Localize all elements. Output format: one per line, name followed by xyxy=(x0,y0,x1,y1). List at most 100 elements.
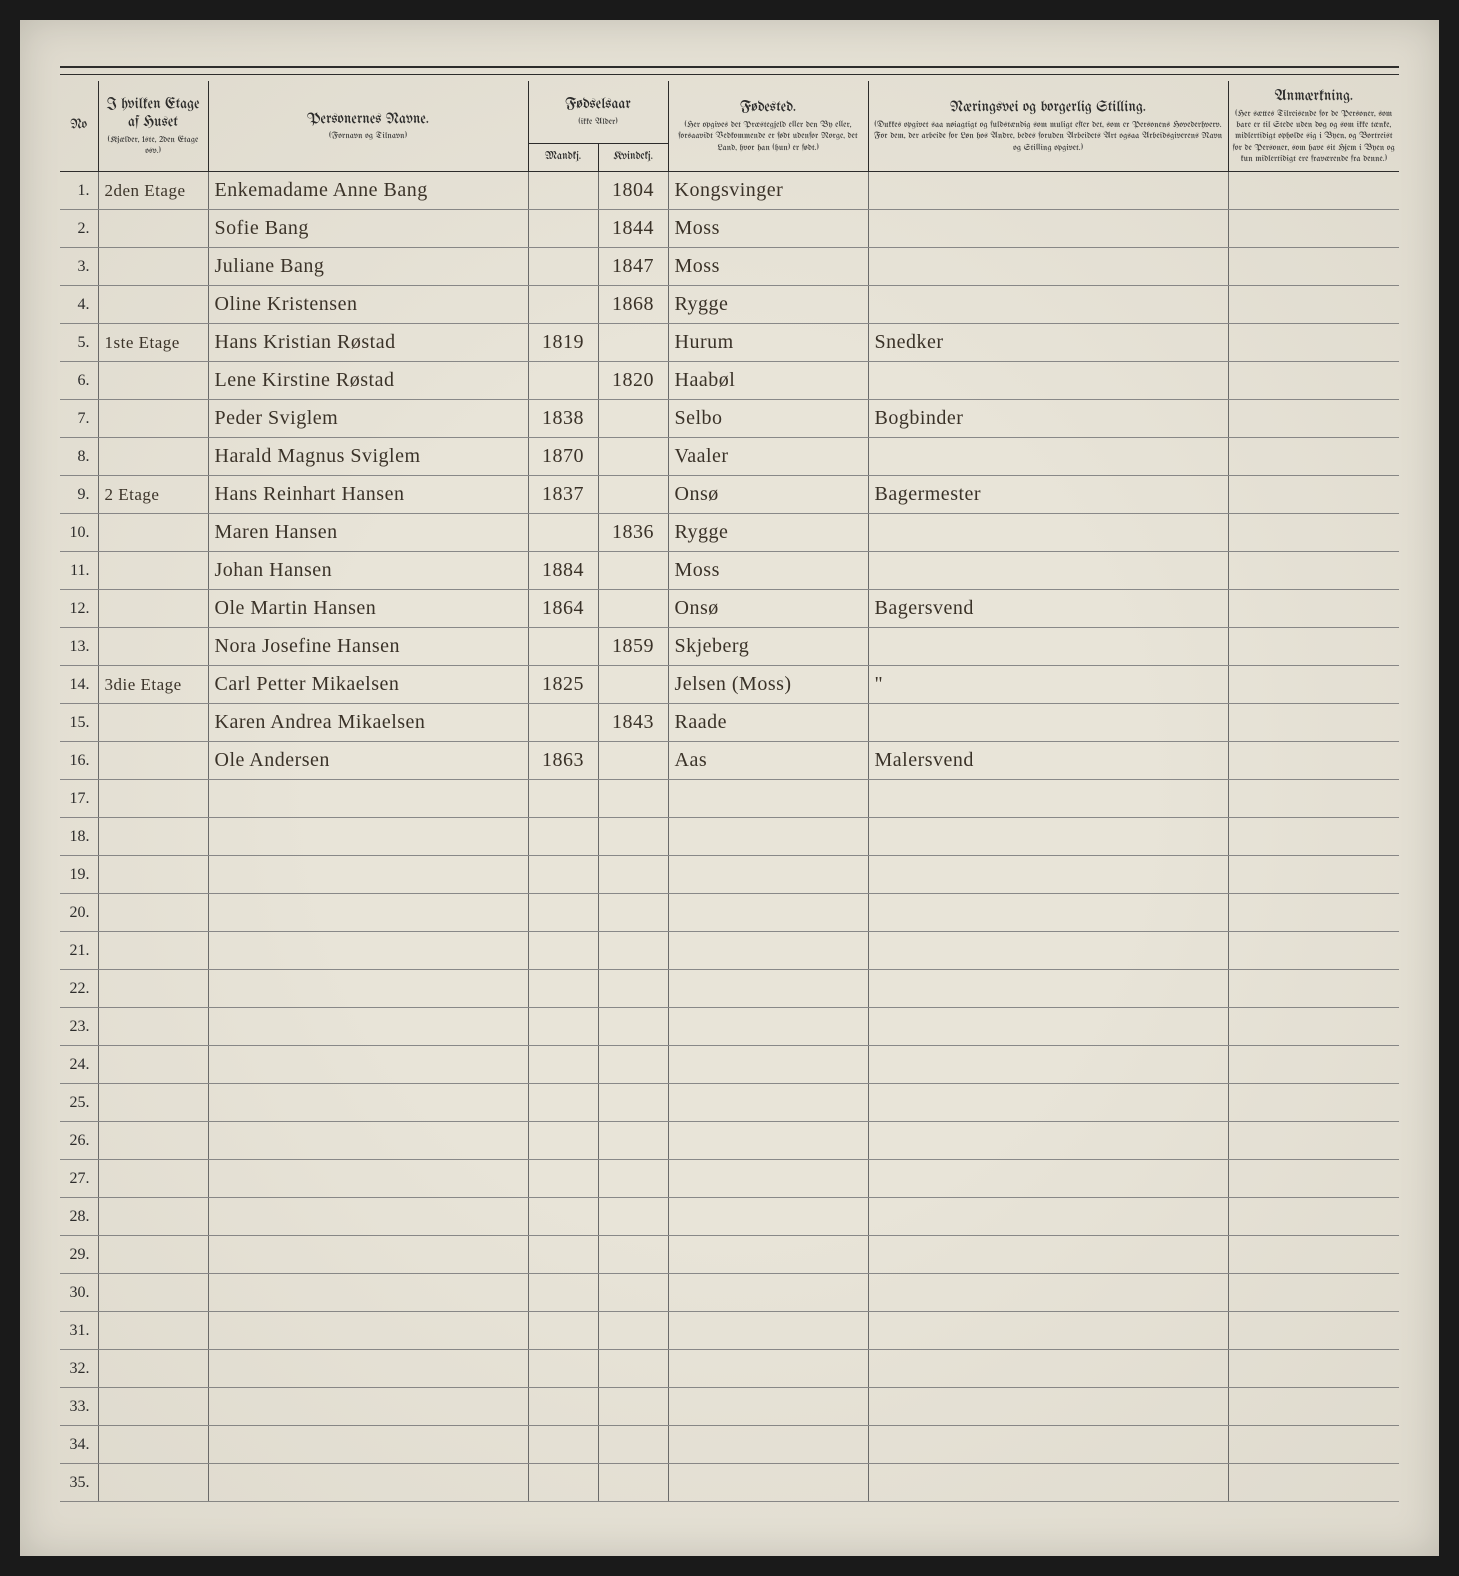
cell-year-male xyxy=(528,932,598,970)
cell-year-male xyxy=(528,1198,598,1236)
table-row: 14.3die EtageCarl Petter Mikaelsen1825Je… xyxy=(60,666,1399,704)
hdr-note-main: Anmærkning. xyxy=(1233,87,1396,106)
cell-etage xyxy=(98,818,208,856)
cell-birthplace xyxy=(668,932,868,970)
cell-person-name xyxy=(208,1350,528,1388)
cell-birthplace xyxy=(668,1008,868,1046)
cell-birthplace: Raade xyxy=(668,704,868,742)
cell-year-male: 1870 xyxy=(528,438,598,476)
cell-etage xyxy=(98,400,208,438)
cell-etage xyxy=(98,286,208,324)
table-row: 5.1ste EtageHans Kristian Røstad1819Huru… xyxy=(60,324,1399,362)
table-row: 6.Lene Kirstine Røstad1820Haabøl xyxy=(60,362,1399,400)
cell-etage xyxy=(98,1084,208,1122)
hdr-birthplace: Fødested. (Her opgives det Præstegjeld e… xyxy=(668,81,868,172)
cell-note xyxy=(1228,666,1399,704)
table-row: 24. xyxy=(60,1046,1399,1084)
cell-note xyxy=(1228,1160,1399,1198)
cell-etage xyxy=(98,438,208,476)
cell-etage xyxy=(98,210,208,248)
top-rule-thin xyxy=(60,74,1399,75)
cell-birthplace xyxy=(668,970,868,1008)
hdr-etage-main: I hvilken Etage af Huset xyxy=(103,95,204,133)
cell-year-female: 1868 xyxy=(598,286,668,324)
cell-year-female xyxy=(598,1160,668,1198)
cell-person-name: Harald Magnus Sviglem xyxy=(208,438,528,476)
cell-occupation xyxy=(868,552,1228,590)
cell-etage xyxy=(98,514,208,552)
cell-year-female xyxy=(598,1084,668,1122)
cell-person-name xyxy=(208,1122,528,1160)
cell-etage: 2 Etage xyxy=(98,476,208,514)
cell-year-female: 1847 xyxy=(598,248,668,286)
cell-etage xyxy=(98,552,208,590)
table-row: 11.Johan Hansen1884Moss xyxy=(60,552,1399,590)
cell-row-number: 11. xyxy=(60,552,98,590)
cell-person-name: Peder Sviglem xyxy=(208,400,528,438)
cell-row-number: 7. xyxy=(60,400,98,438)
cell-year-female xyxy=(598,818,668,856)
cell-occupation xyxy=(868,1198,1228,1236)
cell-occupation xyxy=(868,514,1228,552)
cell-row-number: 8. xyxy=(60,438,98,476)
hdr-birthyear-k: Kvindekj. xyxy=(598,143,668,171)
cell-occupation xyxy=(868,1160,1228,1198)
cell-year-female xyxy=(598,1274,668,1312)
cell-year-female: 1836 xyxy=(598,514,668,552)
cell-note xyxy=(1228,1350,1399,1388)
cell-year-male xyxy=(528,1350,598,1388)
cell-person-name xyxy=(208,818,528,856)
hdr-birthyear-sub: (ikke Alder) xyxy=(533,117,664,128)
cell-year-male xyxy=(528,628,598,666)
cell-year-male xyxy=(528,818,598,856)
cell-birthplace xyxy=(668,1388,868,1426)
cell-occupation xyxy=(868,856,1228,894)
table-row: 8.Harald Magnus Sviglem1870Vaaler xyxy=(60,438,1399,476)
cell-birthplace: Hurum xyxy=(668,324,868,362)
cell-person-name: Sofie Bang xyxy=(208,210,528,248)
table-row: 22. xyxy=(60,970,1399,1008)
cell-note xyxy=(1228,248,1399,286)
cell-year-female xyxy=(598,1046,668,1084)
cell-birthplace xyxy=(668,1236,868,1274)
cell-year-female: 1804 xyxy=(598,172,668,210)
table-row: 31. xyxy=(60,1312,1399,1350)
cell-year-male: 1884 xyxy=(528,552,598,590)
cell-row-number: 12. xyxy=(60,590,98,628)
cell-year-female xyxy=(598,894,668,932)
cell-year-male xyxy=(528,704,598,742)
cell-row-number: 19. xyxy=(60,856,98,894)
cell-occupation xyxy=(868,932,1228,970)
cell-person-name: Juliane Bang xyxy=(208,248,528,286)
cell-row-number: 2. xyxy=(60,210,98,248)
cell-note xyxy=(1228,324,1399,362)
cell-person-name: Maren Hansen xyxy=(208,514,528,552)
cell-year-male: 1837 xyxy=(528,476,598,514)
table-row: 34. xyxy=(60,1426,1399,1464)
cell-year-male xyxy=(528,172,598,210)
cell-occupation: Bogbinder xyxy=(868,400,1228,438)
table-row: 26. xyxy=(60,1122,1399,1160)
cell-row-number: 15. xyxy=(60,704,98,742)
cell-etage xyxy=(98,894,208,932)
cell-note xyxy=(1228,780,1399,818)
table-row: 29. xyxy=(60,1236,1399,1274)
cell-etage xyxy=(98,856,208,894)
cell-person-name: Hans Kristian Røstad xyxy=(208,324,528,362)
cell-note xyxy=(1228,1312,1399,1350)
cell-occupation xyxy=(868,704,1228,742)
cell-year-female xyxy=(598,742,668,780)
cell-year-female xyxy=(598,1388,668,1426)
cell-etage xyxy=(98,1236,208,1274)
cell-year-female xyxy=(598,438,668,476)
table-row: 28. xyxy=(60,1198,1399,1236)
cell-year-male xyxy=(528,514,598,552)
cell-year-male xyxy=(528,1122,598,1160)
table-row: 13.Nora Josefine Hansen1859Skjeberg xyxy=(60,628,1399,666)
cell-row-number: 9. xyxy=(60,476,98,514)
cell-person-name: Lene Kirstine Røstad xyxy=(208,362,528,400)
cell-etage xyxy=(98,704,208,742)
cell-occupation xyxy=(868,1274,1228,1312)
cell-etage xyxy=(98,628,208,666)
cell-year-male xyxy=(528,1388,598,1426)
